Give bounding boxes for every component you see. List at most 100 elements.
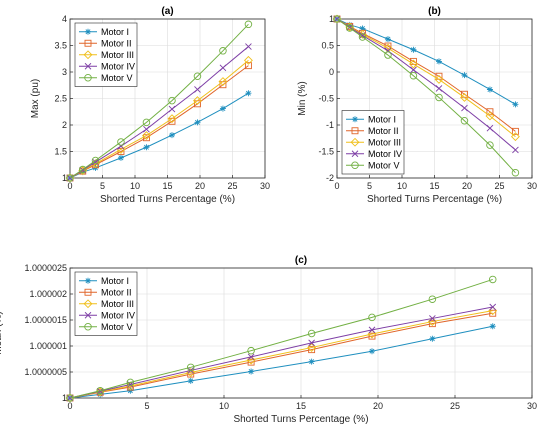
y-tick-label: 1.0000025	[24, 263, 67, 273]
legend-marker	[351, 150, 359, 158]
data-point	[92, 158, 99, 166]
x-tick-label: 10	[219, 401, 229, 411]
data-point	[512, 101, 519, 108]
y-tick-label: 3.5	[54, 41, 67, 51]
y-axis-label: Max (pu)	[30, 79, 41, 118]
data-point	[78, 166, 88, 176]
data-point	[126, 378, 135, 387]
data-point	[486, 124, 494, 132]
legend-label: Motor III	[101, 50, 134, 60]
data-point	[384, 47, 392, 55]
data-point	[244, 62, 252, 70]
series-motor-i	[67, 323, 496, 401]
legend-marker	[83, 299, 93, 309]
legend-label: Motor IV	[368, 149, 402, 159]
x-tick-label: 15	[429, 181, 439, 191]
data-point	[368, 313, 376, 322]
y-tick-label: 1	[62, 173, 67, 183]
data-point	[245, 90, 252, 97]
data-point	[460, 117, 469, 125]
y-tick-label: 1.000002	[29, 289, 67, 299]
data-point	[127, 387, 134, 394]
legend-label: Motor III	[101, 299, 134, 309]
data-point	[66, 174, 74, 182]
legend-marker	[84, 62, 92, 70]
data-point	[461, 72, 468, 79]
data-point	[194, 86, 201, 93]
data-point	[308, 339, 315, 347]
series-line	[336, 18, 516, 174]
series-line	[69, 23, 249, 179]
data-point	[167, 114, 177, 124]
data-point	[489, 309, 497, 317]
y-tick-label: 1.0000015	[24, 315, 67, 325]
legend-label: Motor IV	[101, 310, 135, 320]
legend-marker	[84, 323, 92, 331]
data-point	[429, 335, 436, 342]
series-line	[69, 310, 493, 399]
data-point	[489, 303, 497, 311]
data-point	[410, 66, 417, 74]
data-point	[117, 138, 125, 146]
legend-marker	[85, 277, 91, 284]
data-point	[168, 132, 175, 139]
x-tick-label: 25	[227, 181, 237, 191]
legend-label: Motor II	[368, 126, 399, 136]
data-point	[187, 377, 194, 384]
data-point	[219, 64, 227, 72]
y-tick-label: 0	[329, 67, 334, 77]
data-point	[246, 355, 256, 365]
data-point	[308, 358, 315, 365]
legend-marker	[84, 39, 92, 47]
data-point	[308, 346, 316, 354]
data-point	[435, 93, 443, 102]
x-tick-label: 10	[130, 181, 140, 191]
x-tick-label: 20	[373, 401, 383, 411]
data-point	[142, 118, 151, 127]
data-point	[194, 119, 201, 126]
data-point	[368, 332, 376, 340]
legend-label: Motor V	[368, 160, 400, 170]
data-point	[485, 111, 495, 121]
legend-label: Motor I	[101, 27, 129, 37]
data-point	[248, 368, 255, 375]
data-point	[96, 386, 104, 395]
series-motor-v	[333, 15, 520, 177]
data-point	[143, 144, 150, 151]
x-tick-label: 25	[494, 181, 504, 191]
data-point	[429, 315, 436, 322]
data-point	[384, 36, 391, 43]
data-point	[486, 86, 493, 93]
y-tick-label: 2	[62, 120, 67, 130]
data-point	[219, 47, 227, 55]
x-tick-label: 0	[67, 181, 72, 191]
legend-marker	[84, 288, 92, 296]
data-point	[359, 32, 366, 39]
data-point	[409, 59, 418, 69]
x-tick-label: 30	[527, 181, 537, 191]
data-point	[409, 71, 418, 80]
y-tick-label: -2	[326, 173, 334, 183]
y-tick-label: 1.5	[54, 147, 67, 157]
legend-label: Motor I	[101, 276, 129, 286]
x-tick-label: 5	[367, 181, 372, 191]
legend-label: Motor I	[368, 114, 396, 124]
data-point	[333, 15, 341, 23]
data-point	[243, 55, 253, 65]
data-point	[65, 393, 75, 403]
x-axis-label: Shorted Turns Percentage (%)	[367, 194, 502, 205]
legend-label: Motor V	[101, 73, 133, 83]
chart-panel-a: 0 5 10 15 20 25 30 1 1.5 2 2.5 3 3.5 4 (a) Shorted Turn…	[30, 6, 270, 205]
data-point	[218, 77, 228, 86]
data-point	[359, 25, 366, 32]
x-tick-label: 20	[195, 181, 205, 191]
series-line	[336, 18, 516, 132]
y-tick-label: 1.0000005	[24, 367, 67, 377]
legend-marker	[352, 116, 358, 123]
x-axis-label: Shorted Turns Percentage (%)	[233, 414, 368, 425]
data-point	[247, 346, 255, 355]
data-point	[461, 104, 468, 112]
